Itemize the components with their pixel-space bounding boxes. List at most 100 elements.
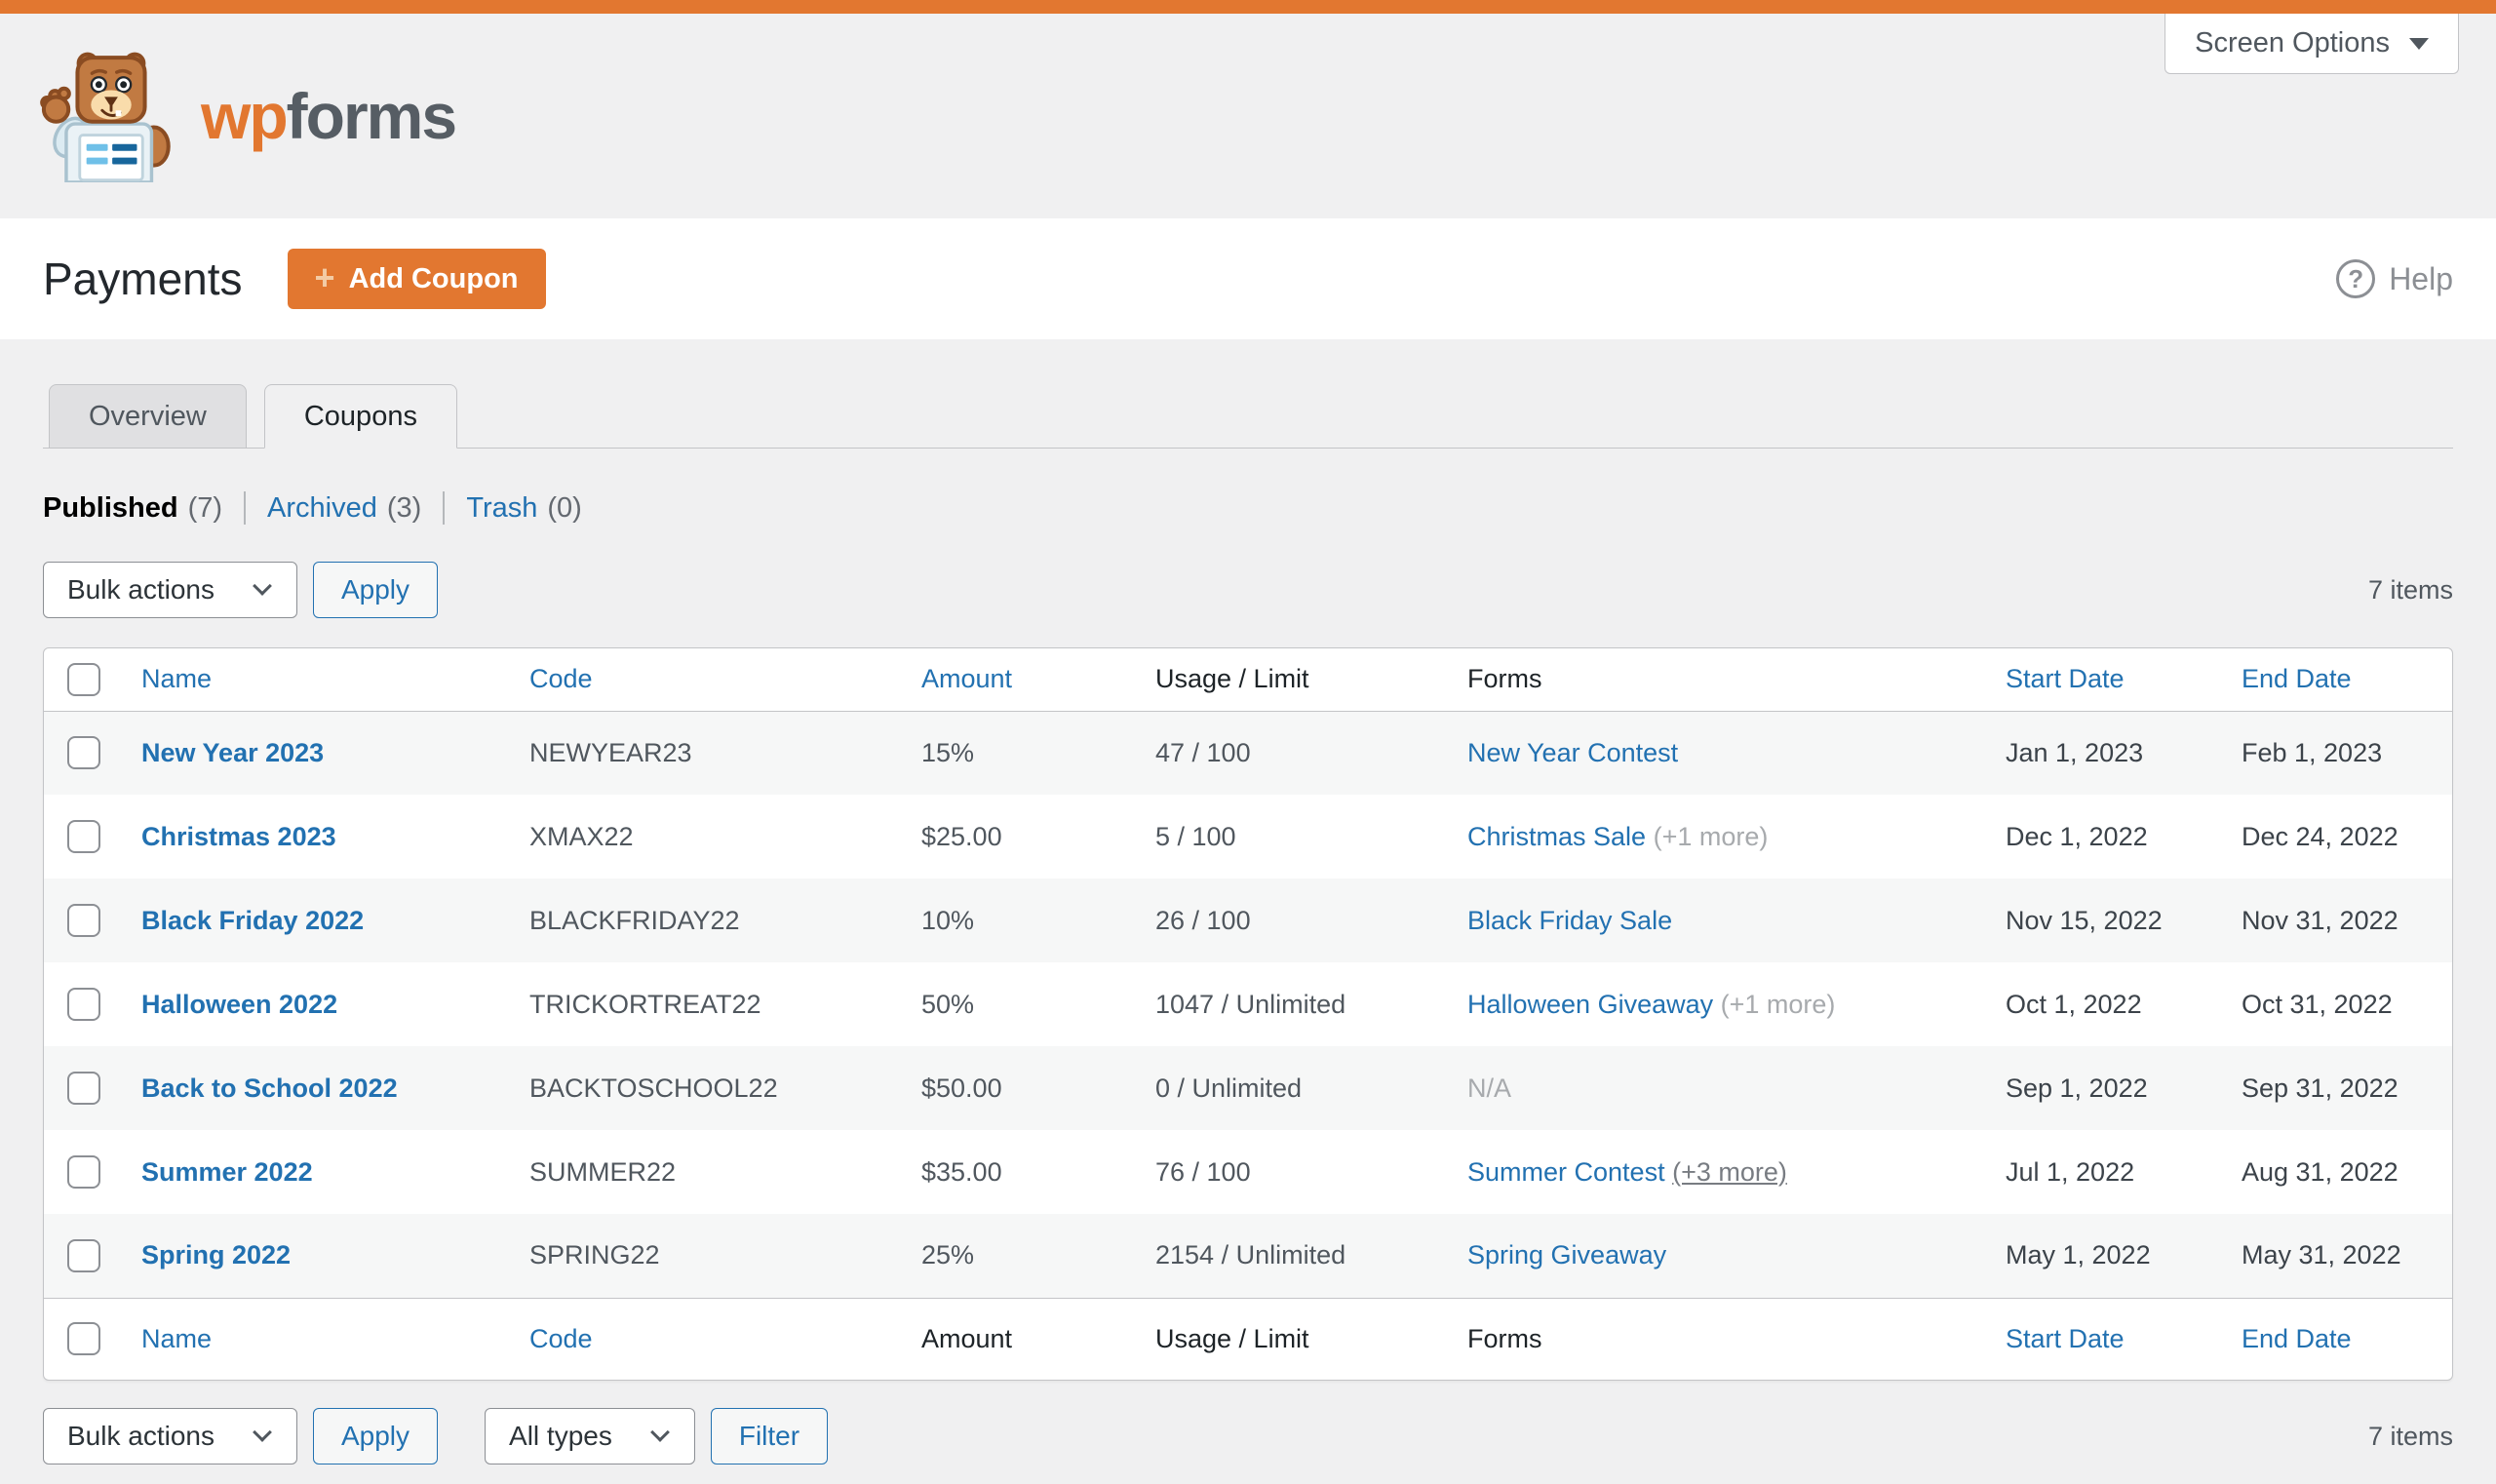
column-footer-start-date[interactable]: Start Date (1986, 1297, 2222, 1380)
end-date: Feb 1, 2023 (2242, 737, 2383, 767)
filter-published-label: Published (43, 491, 178, 524)
divider (443, 491, 446, 525)
coupon-name-link[interactable]: Summer 2022 (141, 1156, 313, 1187)
column-header-code[interactable]: Code (510, 648, 902, 712)
start-date: May 1, 2022 (2006, 1240, 2151, 1270)
row-checkbox[interactable] (67, 904, 100, 937)
table-row: Halloween 2022 TRICKORTREAT22 50% 1047 /… (44, 962, 2452, 1046)
coupon-usage: 26 / 100 (1155, 905, 1251, 935)
end-date: Oct 31, 2022 (2242, 989, 2393, 1019)
table-header: Name Code Amount Usage / Limit Forms Sta… (44, 648, 2452, 712)
status-filters: Published (7) Archived (3) Trash (0) (43, 491, 2453, 525)
filter-trash-count: (0) (547, 491, 582, 524)
chevron-down-icon (253, 1423, 272, 1442)
coupon-usage: 47 / 100 (1155, 737, 1251, 767)
filter-archived-count: (3) (386, 491, 422, 524)
row-checkbox[interactable] (67, 1238, 100, 1272)
top-accent-bar (0, 0, 2496, 14)
row-checkbox[interactable] (67, 736, 100, 770)
table-row: Back to School 2022 BACKTOSCHOOL22 $50.0… (44, 1046, 2452, 1130)
coupon-amount: $25.00 (921, 821, 1002, 851)
end-date: Sep 31, 2022 (2242, 1073, 2398, 1103)
coupon-name-link[interactable]: Spring 2022 (141, 1240, 292, 1270)
form-link[interactable]: Black Friday Sale (1467, 905, 1673, 935)
start-date: Nov 15, 2022 (2006, 905, 2163, 935)
row-checkbox[interactable] (67, 1155, 100, 1189)
form-extra-count: (+1 more) (1720, 989, 1836, 1019)
coupon-amount: $50.00 (921, 1073, 1002, 1103)
form-link[interactable]: Halloween Giveaway (1467, 989, 1714, 1019)
row-checkbox[interactable] (67, 988, 100, 1021)
column-footer-end-date[interactable]: End Date (2222, 1297, 2452, 1380)
filter-trash[interactable]: Trash (0) (466, 492, 582, 525)
bulk-actions-select[interactable]: Bulk actions (43, 562, 297, 618)
start-date: Oct 1, 2022 (2006, 989, 2142, 1019)
form-link[interactable]: Summer Contest (1467, 1156, 1665, 1187)
form-extra-count: (+1 more) (1653, 821, 1769, 851)
table-row: Christmas 2023 XMAX22 $25.00 5 / 100 Chr… (44, 795, 2452, 879)
help-label: Help (2389, 260, 2453, 296)
coupon-code: TRICKORTREAT22 (529, 989, 761, 1019)
select-all-checkbox[interactable] (67, 1322, 100, 1356)
form-link[interactable]: Christmas Sale (1467, 821, 1647, 851)
type-filter-select[interactable]: All types (485, 1408, 695, 1464)
coupon-usage: 2154 / Unlimited (1155, 1240, 1346, 1270)
coupon-code: SUMMER22 (529, 1156, 677, 1187)
column-header-name[interactable]: Name (122, 648, 510, 712)
plus-icon: + (314, 256, 335, 297)
tab-coupons[interactable]: Coupons (263, 384, 457, 449)
type-filter-value: All types (509, 1421, 612, 1451)
screen-options-button[interactable]: Screen Options (2164, 14, 2459, 74)
row-checkbox[interactable] (67, 820, 100, 853)
column-footer-forms: Forms (1448, 1297, 1986, 1380)
content-area: Overview Coupons Published (7) Archived … (0, 384, 2496, 1484)
coupon-name-link[interactable]: Halloween 2022 (141, 989, 338, 1019)
logo-text-forms: forms (286, 80, 457, 152)
column-header-start-date[interactable]: Start Date (1986, 648, 2222, 712)
filter-published[interactable]: Published (7) (43, 492, 222, 525)
start-date: Dec 1, 2022 (2006, 821, 2148, 851)
help-button[interactable]: ? Help (2336, 259, 2453, 298)
coupon-name-link[interactable]: New Year 2023 (141, 737, 325, 767)
coupon-amount: 15% (921, 737, 975, 767)
form-link[interactable]: New Year Contest (1467, 737, 1679, 767)
column-header-amount[interactable]: Amount (902, 648, 1136, 712)
filter-trash-label: Trash (466, 491, 538, 524)
table-row: Black Friday 2022 BLACKFRIDAY22 10% 26 /… (44, 879, 2452, 962)
coupon-code: SPRING22 (529, 1240, 660, 1270)
question-mark-icon: ? (2336, 259, 2376, 298)
coupon-usage: 1047 / Unlimited (1155, 989, 1346, 1019)
coupon-name-link[interactable]: Back to School 2022 (141, 1073, 398, 1103)
chevron-down-icon (2409, 37, 2429, 50)
row-checkbox[interactable] (67, 1072, 100, 1105)
table-footer: Name Code Amount Usage / Limit Forms Sta… (44, 1297, 2452, 1380)
title-bar: Payments + Add Coupon ? Help (0, 218, 2496, 339)
coupon-code: BACKTOSCHOOL22 (529, 1073, 778, 1103)
wpforms-bear-icon (40, 52, 171, 182)
form-na: N/A (1467, 1073, 1512, 1103)
filter-button[interactable]: Filter (710, 1408, 829, 1464)
table-row: Summer 2022 SUMMER22 $35.00 76 / 100 Sum… (44, 1130, 2452, 1214)
coupon-name-link[interactable]: Black Friday 2022 (141, 905, 365, 935)
column-header-end-date[interactable]: End Date (2222, 648, 2452, 712)
end-date: May 31, 2022 (2242, 1240, 2401, 1270)
apply-button[interactable]: Apply (312, 562, 439, 618)
coupon-code: NEWYEAR23 (529, 737, 692, 767)
filter-archived[interactable]: Archived (3) (267, 492, 421, 525)
coupon-code: BLACKFRIDAY22 (529, 905, 740, 935)
apply-button-bottom[interactable]: Apply (312, 1408, 439, 1464)
add-coupon-label: Add Coupon (348, 262, 519, 294)
form-link[interactable]: Spring Giveaway (1467, 1240, 1667, 1270)
column-footer-code[interactable]: Code (510, 1297, 902, 1380)
coupons-table-body: New Year 2023 NEWYEAR23 15% 47 / 100 New… (44, 711, 2452, 1298)
bulk-actions-select-bottom[interactable]: Bulk actions (43, 1408, 297, 1464)
add-coupon-button[interactable]: + Add Coupon (287, 249, 546, 309)
form-extra-count[interactable]: (+3 more) (1672, 1156, 1787, 1187)
coupon-name-link[interactable]: Christmas 2023 (141, 821, 336, 851)
items-count-bottom: 7 items (2367, 1421, 2453, 1451)
column-footer-name[interactable]: Name (122, 1297, 510, 1380)
tab-overview[interactable]: Overview (49, 384, 247, 449)
filter-published-count: (7) (187, 491, 223, 524)
tabs: Overview Coupons (43, 384, 2453, 449)
select-all-checkbox[interactable] (67, 662, 100, 696)
